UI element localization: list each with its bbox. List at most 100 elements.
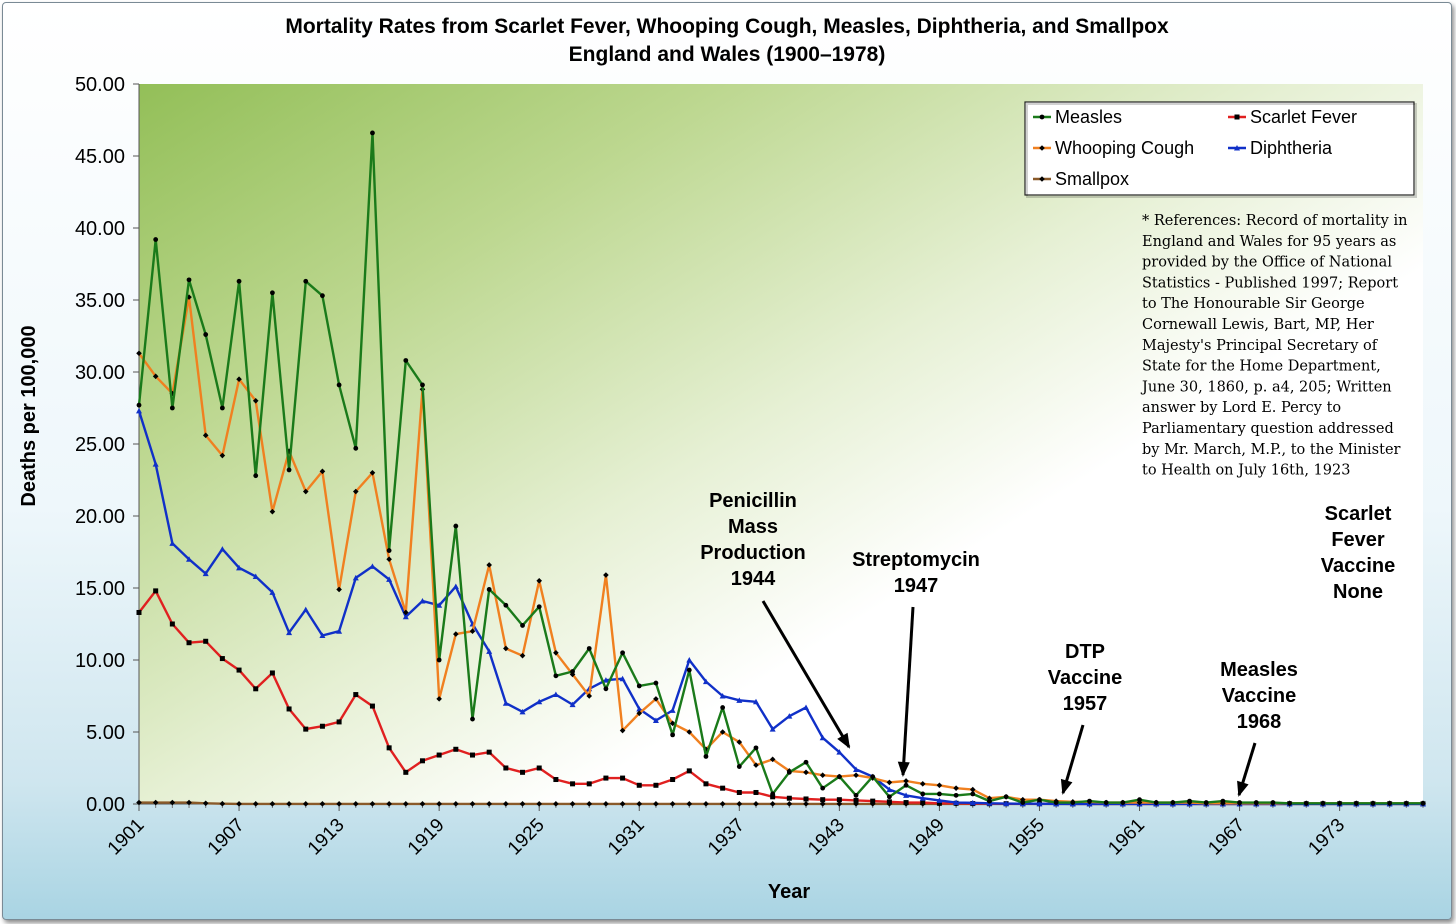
data-point [769,801,776,807]
data-point [352,488,359,495]
data-point [152,799,159,806]
data-point [1039,114,1045,120]
reference-line: to Health on July 16th, 1923 [1142,463,1350,479]
data-point [252,573,259,579]
data-point [553,777,559,783]
data-point [819,772,826,778]
data-point [436,752,442,758]
data-point [669,707,676,713]
annotation-line: Mass [728,516,778,538]
data-point [620,650,625,656]
data-point [336,719,342,725]
data-point [369,470,376,476]
data-point [169,799,176,806]
data-point [670,777,676,783]
data-point [603,775,609,781]
data-point [303,726,309,732]
data-point [936,782,943,789]
data-point [1039,176,1045,182]
plot-area [139,84,1423,804]
legend-label: Scarlet Fever [1250,107,1357,127]
legend-shadow [1026,103,1417,198]
data-point [919,795,926,801]
data-point [636,710,643,717]
x-tick-label: 1925 [504,815,549,860]
data-point [503,765,509,771]
data-point [436,801,442,807]
data-point [903,778,909,784]
x-tick-label: 1949 [904,815,949,860]
annotation-dtp-vaccine-1957: DTP Vaccine 1957 [1048,641,1122,795]
data-point [419,597,426,604]
annotation-line: Fever [1331,529,1385,551]
data-point [1287,800,1292,806]
data-point [420,382,425,388]
reference-line: * References: Record of mortality in [1142,213,1407,229]
data-point [469,628,476,634]
data-point [836,797,842,803]
annotation-line: 1947 [894,575,939,597]
data-point [653,680,659,686]
data-point [486,801,492,807]
data-point [969,799,976,806]
data-point [603,572,609,578]
data-point [169,405,175,411]
legend-item-diphtheria: Diphtheria [1228,138,1333,158]
data-point [1153,800,1159,805]
data-point [519,801,526,807]
data-point [269,801,276,807]
annotation-label: Penicillin Mass Production 1944 [700,490,806,590]
data-point [619,801,626,807]
data-point [770,791,776,797]
data-point [536,578,543,584]
data-point [486,587,492,592]
data-point [253,686,259,692]
data-point [286,706,292,712]
data-point [1003,794,1009,800]
data-point [686,801,693,807]
data-point [970,791,976,797]
data-point [453,631,459,637]
data-point [803,796,809,802]
data-point [1237,800,1242,805]
data-point [1137,797,1142,803]
data-point [819,734,826,741]
data-point [753,801,759,807]
data-point [669,801,676,807]
data-point [1170,800,1176,805]
data-point [403,801,409,807]
data-point [136,402,142,408]
y-tick-label: 45.00 [75,146,125,168]
x-tick-label: 1913 [304,815,349,860]
data-point [1234,114,1240,120]
x-tick-label: 1901 [104,815,149,860]
data-point [936,797,943,803]
data-point [819,801,826,807]
y-tick-label: 40.00 [75,218,125,240]
reference-line: June 30, 1860, p. a4, 205; Written [1140,379,1392,395]
annotation-line: Scarlet [1325,503,1392,525]
annotation-label: Streptomycin 1947 [852,549,980,597]
reference-line: Cornewall Lewis, Bart, MP, Her [1142,317,1374,333]
data-point [870,774,876,780]
annotation-line: Vaccine [1321,555,1396,577]
data-point [586,646,592,651]
data-point [853,772,859,778]
data-point [236,801,242,807]
data-point [603,686,609,692]
data-point [203,332,209,337]
data-point [252,398,259,404]
reference-line: to The Honourable Sir George [1142,296,1365,312]
data-point [486,648,493,654]
data-point [203,638,209,644]
data-point [820,785,826,791]
data-point [619,727,626,734]
data-point [519,652,526,659]
data-point [703,801,709,807]
data-point [270,290,275,296]
data-point [736,764,742,769]
data-point [753,762,759,768]
data-point [886,786,893,793]
data-point [302,606,309,613]
data-point [236,564,243,571]
